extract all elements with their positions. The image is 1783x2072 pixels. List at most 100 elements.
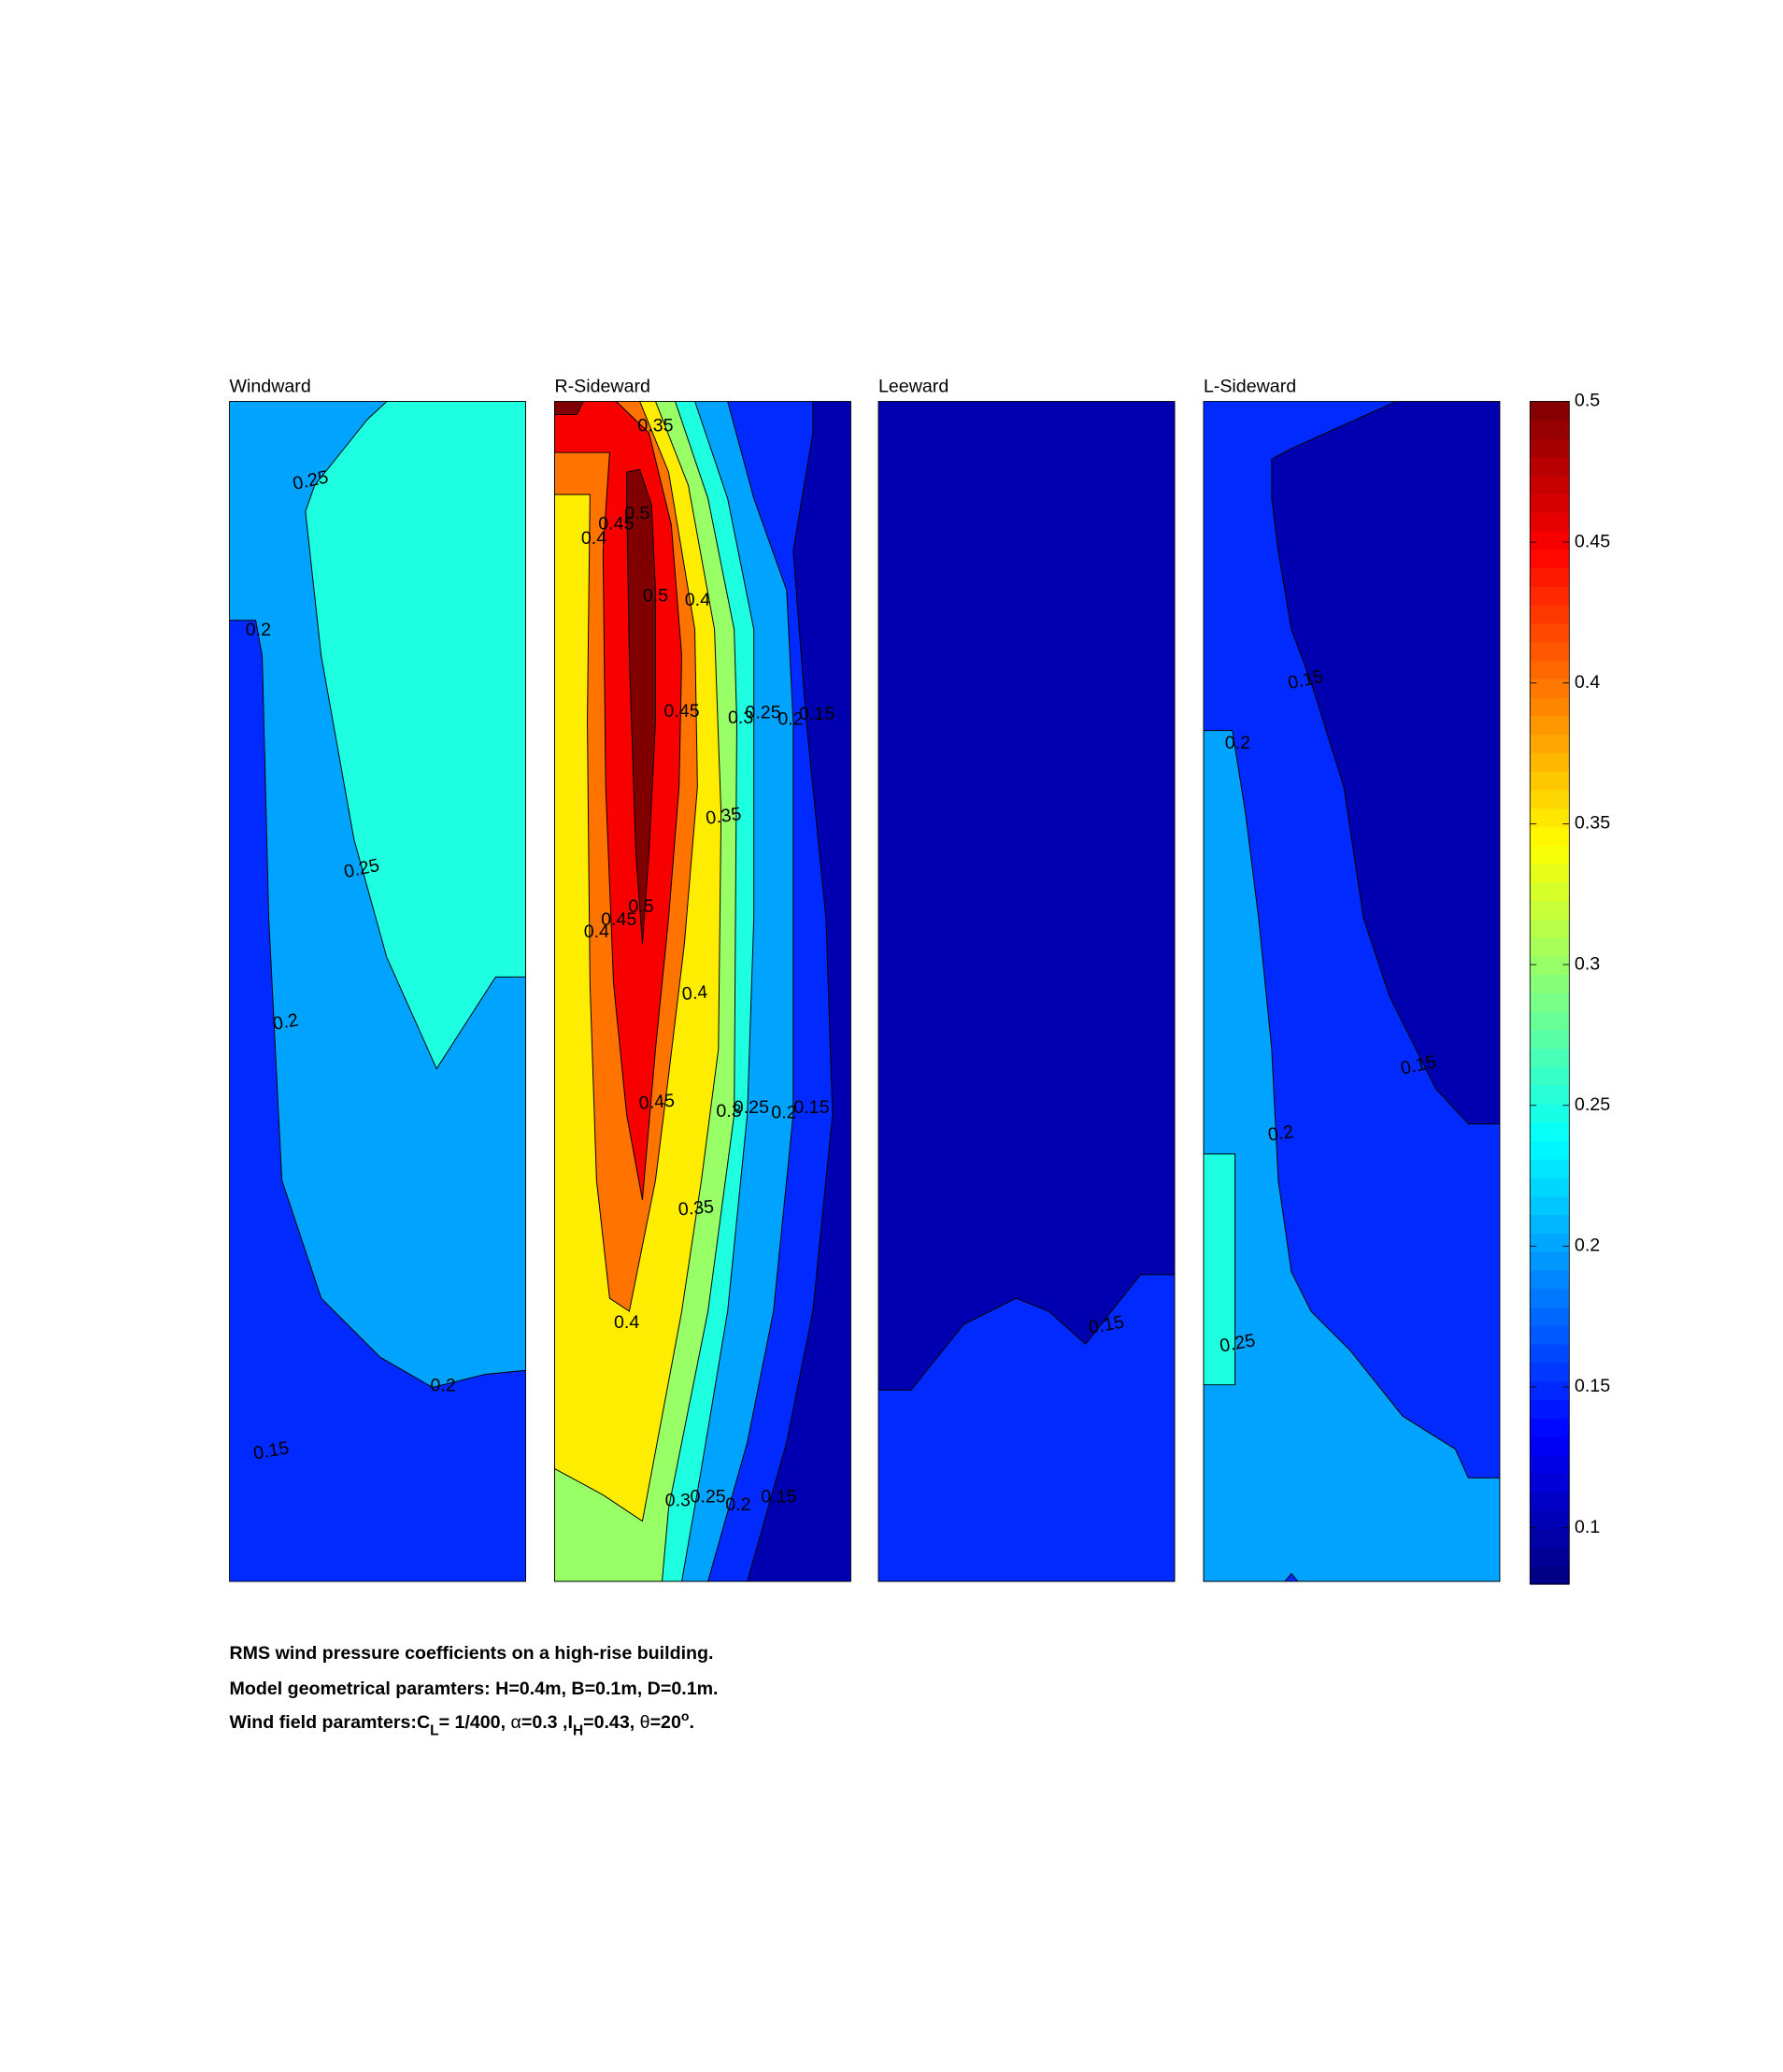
colorbar-cell xyxy=(1530,919,1570,938)
contour-label: 0.4 xyxy=(581,528,606,549)
colorbar-cell xyxy=(1530,1010,1570,1031)
colorbar-cell xyxy=(1530,641,1570,661)
colorbar-cell xyxy=(1530,993,1570,1012)
contour-label: 0.5 xyxy=(624,503,649,523)
contour-region xyxy=(1203,1153,1236,1386)
contour-region xyxy=(554,401,584,415)
colorbar-tick-label: 0.1 xyxy=(1575,1517,1600,1537)
caption-line: Model geometrical paramters: H=0.4m, B=0… xyxy=(230,1679,719,1699)
colorbar-cell xyxy=(1530,530,1570,550)
colorbar-cell xyxy=(1530,1473,1570,1493)
contour-fill xyxy=(229,401,526,1582)
caption-part: . xyxy=(689,1712,693,1733)
colorbar-tick-label: 0.45 xyxy=(1575,531,1610,551)
contour-label: 0.2 xyxy=(1267,1122,1295,1146)
colorbar-cell xyxy=(1530,1140,1570,1160)
colorbar-cell xyxy=(1530,789,1570,809)
contour-label: 0.4 xyxy=(584,922,609,942)
colorbar-cell xyxy=(1530,1122,1570,1142)
caption-part: =0.43, xyxy=(583,1712,640,1733)
colorbar-cell xyxy=(1530,881,1570,902)
contour-label: 0.3 xyxy=(665,1491,691,1511)
colorbar-cell xyxy=(1530,955,1570,976)
colorbar-cell xyxy=(1530,604,1570,624)
colorbar-cell xyxy=(1530,752,1570,772)
colorbar-cell xyxy=(1530,1362,1570,1382)
contour-label: 0.15 xyxy=(793,1097,829,1118)
panel-frame xyxy=(554,401,851,1582)
colorbar-cell xyxy=(1530,974,1570,993)
caption-symbol: θ xyxy=(640,1712,650,1733)
caption-sup: o xyxy=(681,1708,690,1723)
colorbar-cell xyxy=(1530,807,1570,827)
contour-region xyxy=(305,401,526,1070)
contour-region xyxy=(626,468,656,945)
colorbar-tick-label: 0.5 xyxy=(1575,391,1600,411)
colorbar-cell xyxy=(1530,1159,1570,1179)
contour-label: 0.4 xyxy=(685,590,710,610)
colorbar-cell xyxy=(1530,1048,1570,1067)
colorbar-tick-label: 0.3 xyxy=(1575,953,1600,974)
contour-label: 0.3 xyxy=(716,1101,741,1122)
colorbar-cell xyxy=(1530,438,1570,458)
colorbar-frame xyxy=(1529,401,1570,1585)
contour-label: 0.2 xyxy=(431,1375,456,1395)
contour-label: 0.5 xyxy=(628,896,653,917)
colorbar-cell xyxy=(1530,936,1570,957)
caption-symbol: α xyxy=(511,1712,521,1733)
panel-frame xyxy=(877,401,1176,1582)
colorbar-cell xyxy=(1530,696,1570,717)
contour-region xyxy=(877,1274,1176,1582)
colorbar-cell xyxy=(1530,1307,1570,1326)
contour-region xyxy=(1203,730,1500,1582)
contour-label: 0.3 xyxy=(728,707,753,728)
colorbar-cell xyxy=(1530,1528,1570,1549)
colorbar-cell xyxy=(1530,1177,1570,1197)
contour-label: 0.15 xyxy=(761,1487,796,1508)
contour-label: 0.15 xyxy=(799,704,834,724)
colorbar-cell xyxy=(1530,493,1570,513)
contour-label: 0.35 xyxy=(705,804,743,829)
colorbar-cell xyxy=(1530,1066,1570,1086)
contour-label: 0.25 xyxy=(734,1097,769,1118)
colorbar-tick-label: 0.2 xyxy=(1575,1236,1600,1256)
colorbar-cell xyxy=(1530,512,1570,532)
colorbar-cell xyxy=(1530,586,1570,606)
contour-label: 0.4 xyxy=(681,982,708,1005)
colorbar-cell xyxy=(1530,1269,1570,1290)
colorbar-cell xyxy=(1530,715,1570,736)
contour-label: 0.35 xyxy=(637,415,673,436)
colorbar-cell xyxy=(1530,420,1570,439)
colorbar-cell xyxy=(1530,475,1570,495)
contour-fill xyxy=(1203,401,1500,1582)
colorbar-cell xyxy=(1530,1288,1570,1308)
contour-label: 0.2 xyxy=(246,620,271,640)
contour-label: 0.2 xyxy=(777,709,803,730)
panel-title: R-Sideward xyxy=(554,377,650,397)
colorbar-cell xyxy=(1530,1565,1570,1585)
colorbar-cell xyxy=(1530,660,1570,679)
colorbar-cell xyxy=(1530,1492,1570,1511)
colorbar-cell xyxy=(1530,1547,1570,1566)
panel-title: Leeward xyxy=(878,377,949,397)
contour-label: 0.5 xyxy=(643,586,668,607)
contour-fill xyxy=(877,401,1176,1582)
contour-label: 0.45 xyxy=(663,701,699,722)
caption-part: =20 xyxy=(650,1712,681,1733)
colorbar-cell xyxy=(1530,1399,1570,1419)
contour-label: 0.2 xyxy=(771,1102,796,1122)
colorbar-cell xyxy=(1530,1343,1570,1364)
caption-line: RMS wind pressure coefficients on a high… xyxy=(230,1643,714,1664)
colorbar-cell xyxy=(1530,1085,1570,1105)
colorbar-cell xyxy=(1530,1103,1570,1123)
contour-label: 0.35 xyxy=(678,1196,715,1220)
caption-part: = 1/400, xyxy=(439,1712,511,1733)
caption-sub: H xyxy=(573,1722,583,1738)
panel-title: L-Sideward xyxy=(1204,377,1296,397)
colorbar-cell xyxy=(1530,1417,1570,1437)
contour-label: 0.25 xyxy=(690,1487,725,1508)
colorbar-cell xyxy=(1530,549,1570,569)
colorbar-tick-label: 0.15 xyxy=(1575,1376,1610,1396)
